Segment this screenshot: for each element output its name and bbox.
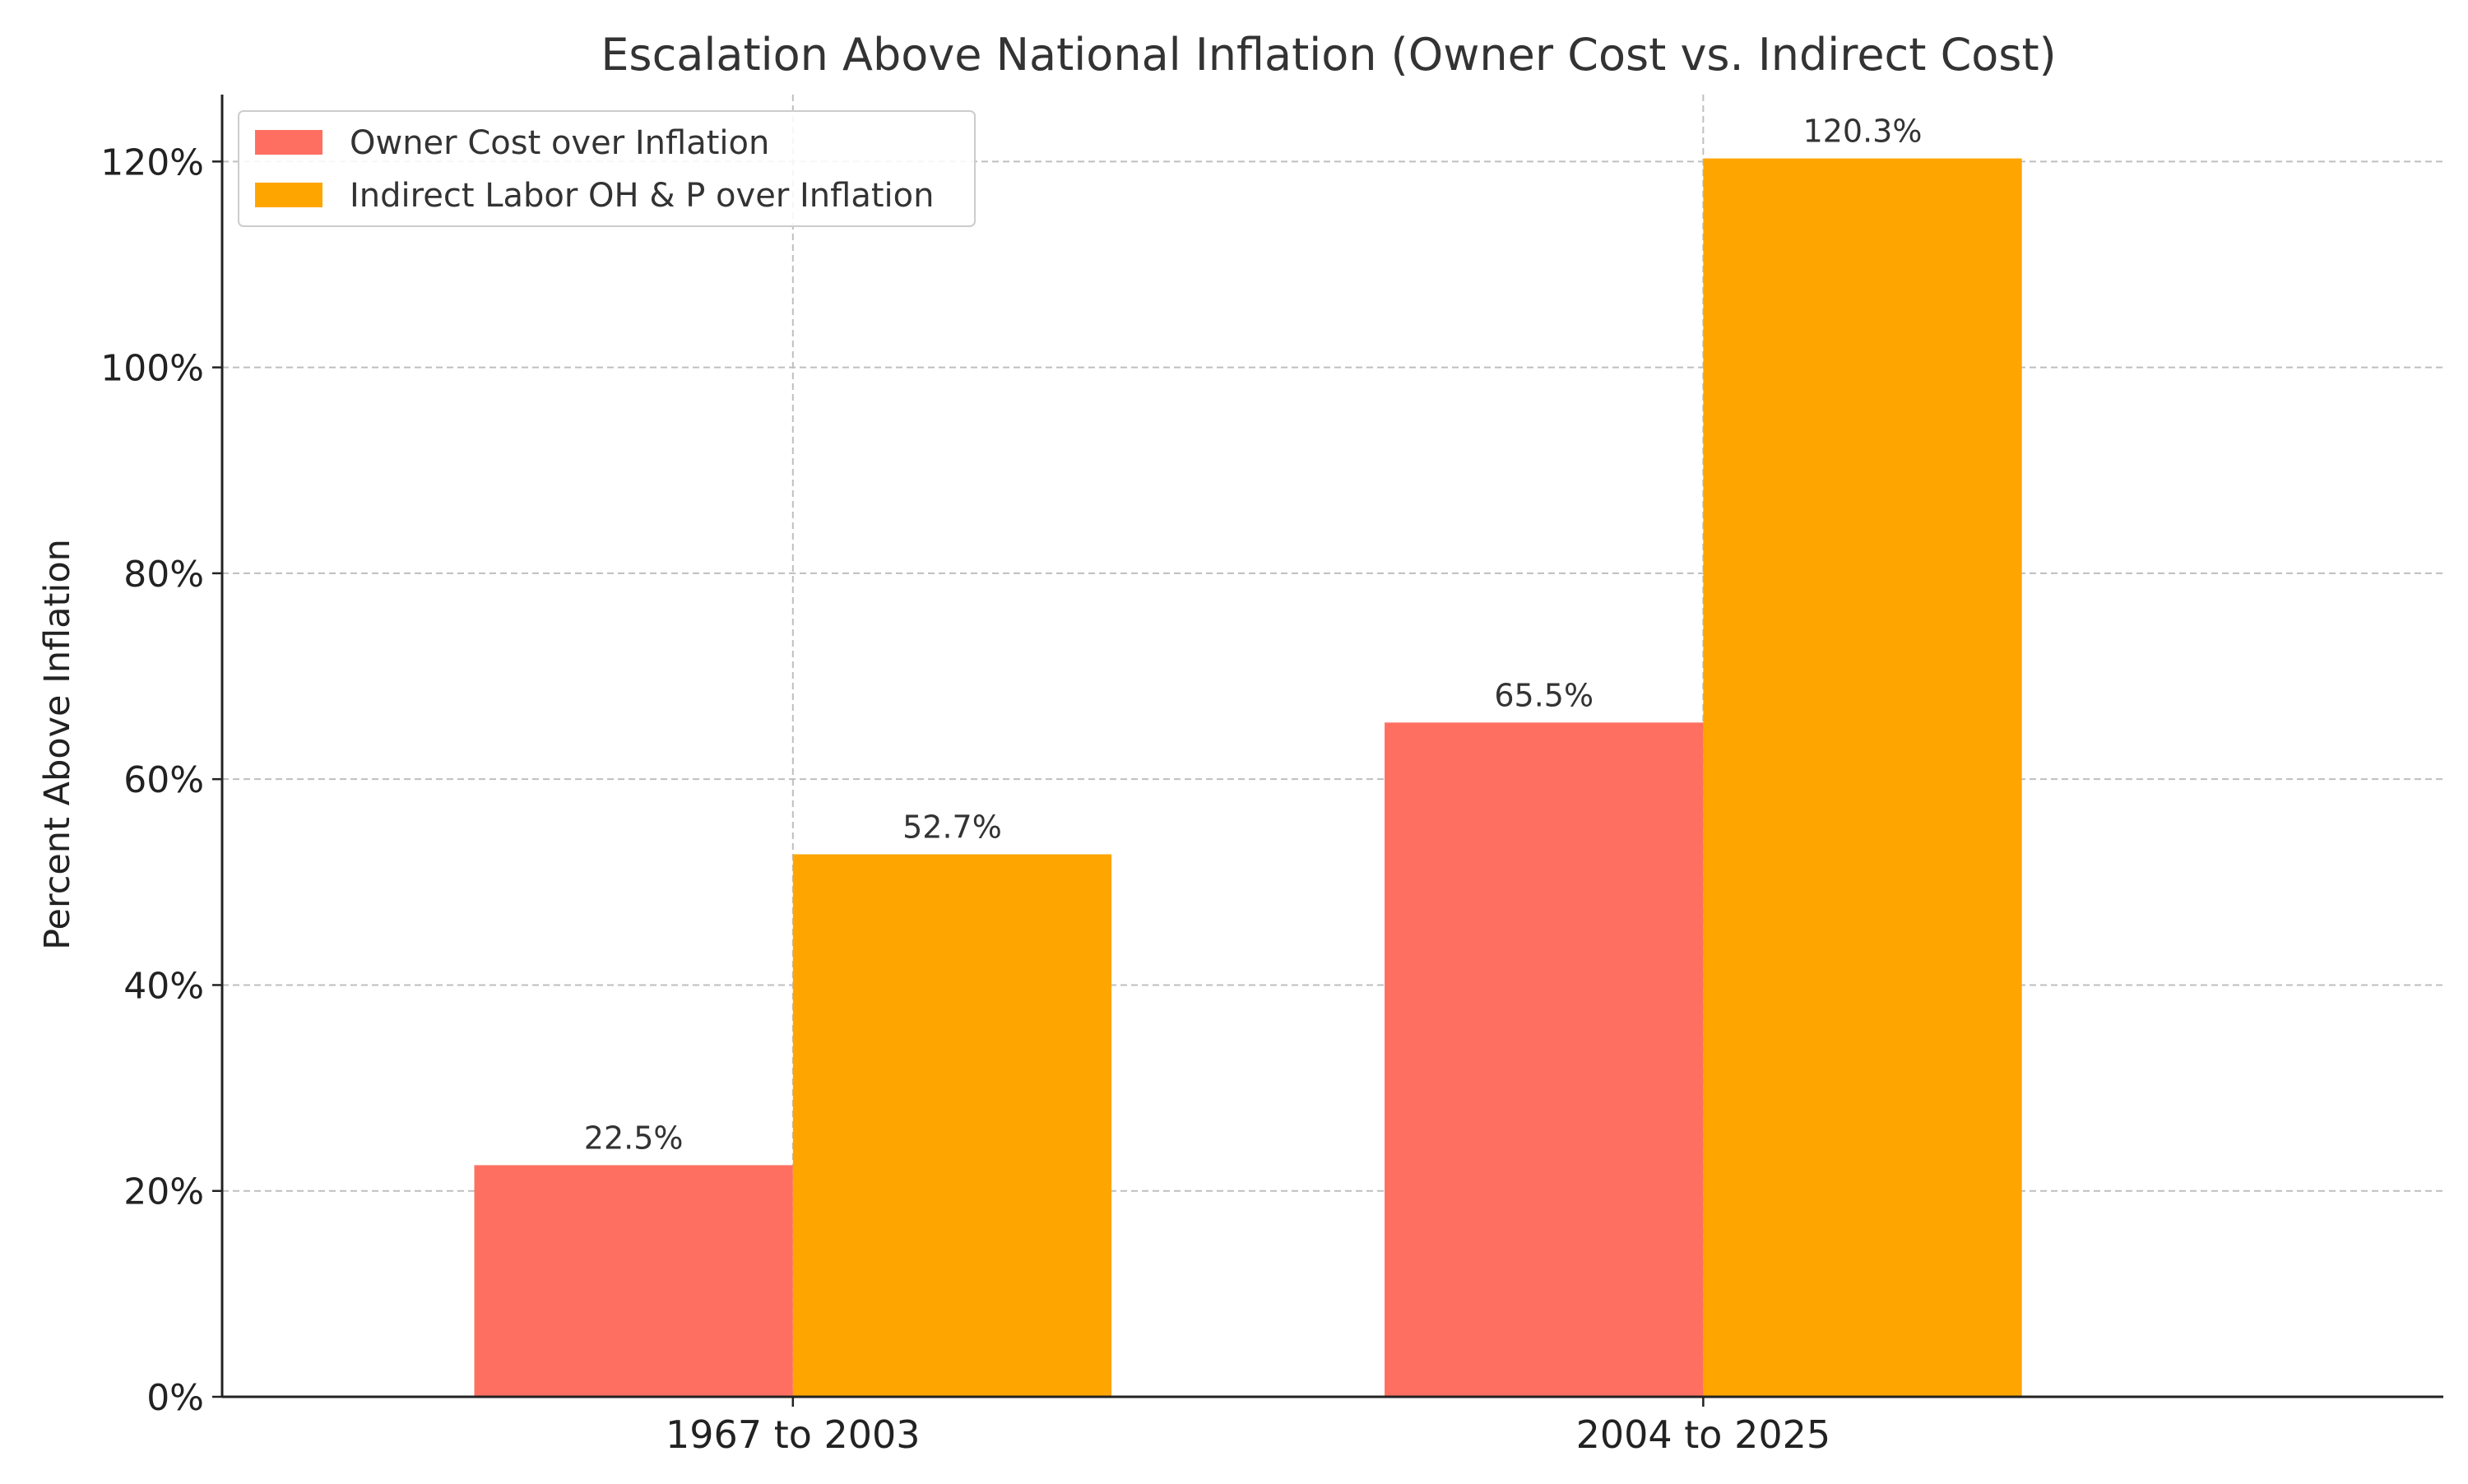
y-tick-label: 0% [146,1377,204,1419]
bar-value-label: 120.3% [1803,114,1923,150]
y-tick-label: 80% [123,554,204,596]
y-axis-label: Percent Above Inflation [37,539,78,950]
data-labels: 22.5% 65.5% 52.7% 120.3% [584,114,1923,1157]
legend-swatch [255,183,322,207]
x-tick-label: 1967 to 2003 [666,1412,921,1457]
bars [474,158,2022,1397]
bar-value-label: 22.5% [584,1120,684,1156]
y-tick-label: 40% [123,965,204,1007]
x-tick-label: 2004 to 2025 [1576,1412,1831,1457]
bar-indirect-labor-1 [1703,158,2022,1397]
legend-label: Owner Cost over Inflation [350,124,769,162]
bar-owner-cost-1 [1385,722,1704,1397]
bar-value-label: 65.5% [1494,677,1594,713]
bar-value-label: 52.7% [902,809,1002,846]
bar-indirect-labor-0 [792,854,1112,1397]
bar-owner-cost-0 [474,1165,793,1397]
y-tick-label: 60% [123,759,204,801]
y-tick-label: 120% [100,141,204,183]
y-tick-label: 20% [123,1171,204,1213]
legend-box [238,110,976,227]
chart-title: Escalation Above National Inflation (Own… [601,29,2056,81]
legend-swatch [255,130,322,155]
y-tick-label: 100% [100,348,204,390]
legend-label: Indirect Labor OH & P over Inflation [350,177,934,215]
axes: 0% 20% 40% 60% 80% 100% 120% 1967 to 2003 2004 t… [100,95,2443,1457]
legend: Owner Cost over Inflation Indirect Labor … [238,110,976,227]
